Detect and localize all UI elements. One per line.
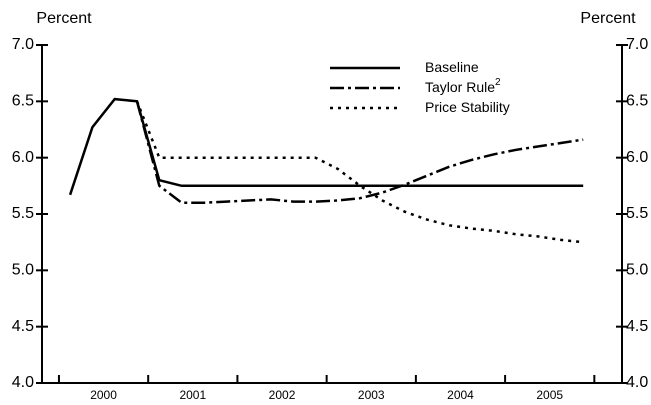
- y2-tick-label: 4.5: [626, 318, 648, 335]
- series-line: [135, 100, 584, 244]
- legend-name: Price Stability: [425, 99, 510, 115]
- x-tick-label: 2003: [358, 388, 385, 402]
- y-tick-label: 5.0: [12, 262, 34, 279]
- legend-label: Price Stability: [425, 99, 510, 115]
- y2-tick-label: 4.0: [626, 374, 648, 391]
- x-tick-label: 2005: [536, 388, 563, 402]
- legend-note: 2: [495, 77, 501, 88]
- legend-name: Taylor Rule: [425, 79, 495, 95]
- y2-axis-label: Percent: [580, 10, 636, 27]
- y-tick-label: 4.0: [12, 374, 34, 391]
- y-axis-label: Percent: [36, 10, 92, 27]
- y2-tick-label: 5.0: [626, 262, 648, 279]
- y2-tick-label: 7.0: [626, 36, 648, 53]
- x-tick-label: 2000: [90, 388, 117, 402]
- x-tick-label: 2002: [269, 388, 296, 402]
- legend-label: Taylor Rule2: [425, 77, 501, 95]
- y-tick-label: 5.5: [12, 205, 34, 222]
- y2-tick-label: 6.5: [626, 93, 648, 110]
- y-tick-label: 6.0: [12, 149, 34, 166]
- y2-tick-label: 6.0: [626, 149, 648, 166]
- x-tick-label: 2001: [179, 388, 206, 402]
- legend-name: Baseline: [425, 59, 479, 75]
- y-tick-label: 7.0: [12, 36, 34, 53]
- legend-label: Baseline: [425, 59, 479, 75]
- y2-tick-label: 5.5: [626, 205, 648, 222]
- x-tick-label: 2004: [447, 388, 474, 402]
- series-line: [135, 100, 584, 204]
- y-tick-label: 6.5: [12, 93, 34, 110]
- y-tick-label: 4.5: [12, 318, 34, 335]
